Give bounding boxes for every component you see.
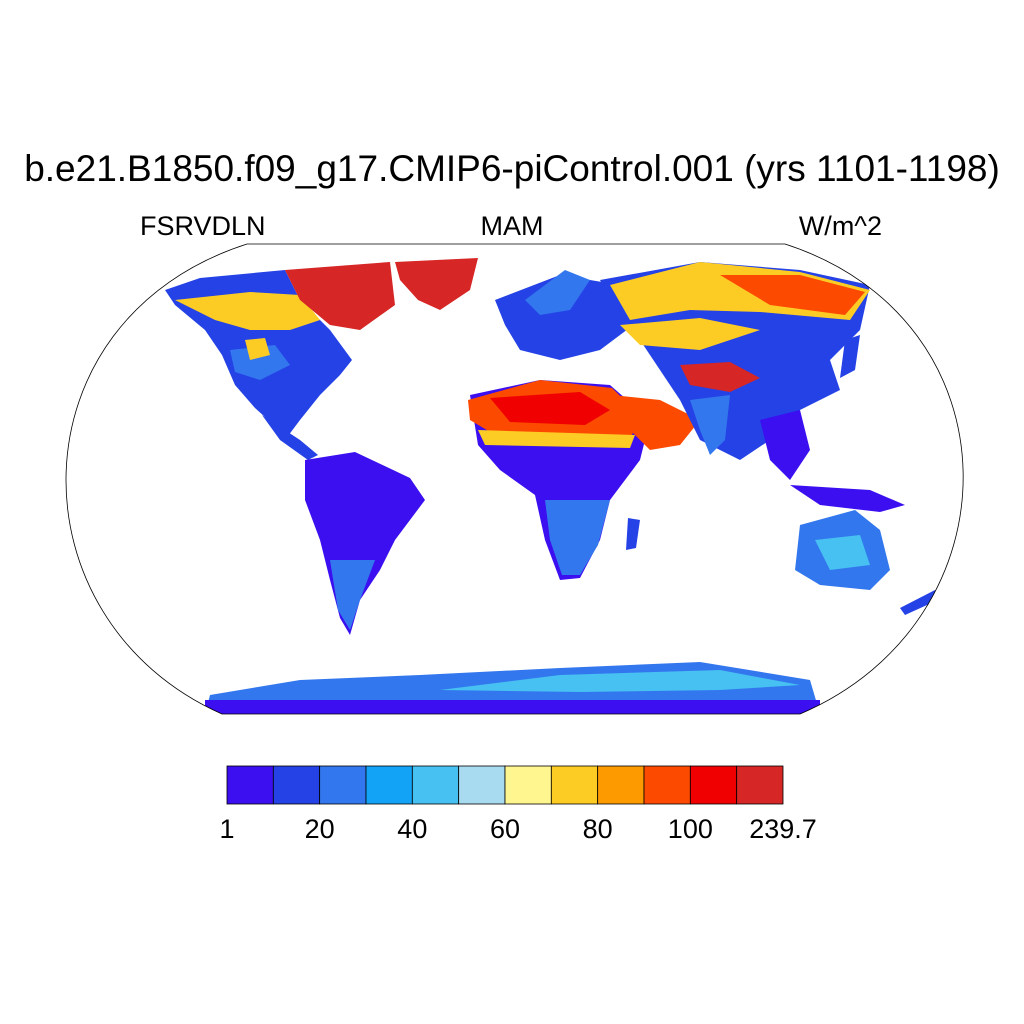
southern-africa <box>545 500 610 575</box>
land-field <box>165 258 938 714</box>
japan <box>840 335 860 378</box>
tibet-plateau <box>680 362 760 392</box>
australia-interior <box>815 535 870 570</box>
us-midwest <box>230 345 290 380</box>
colorbar-swatch <box>458 765 506 805</box>
colorbar-swatch <box>689 765 738 805</box>
greenland-landmass <box>395 258 478 310</box>
canadian-arctic-hot <box>285 262 395 330</box>
colorbar-tick-label: 40 <box>397 814 428 844</box>
south-america-landmass <box>305 452 425 635</box>
indonesia <box>790 485 905 512</box>
siberia-hot <box>720 275 865 315</box>
southeast-asia <box>760 410 810 480</box>
south-america-south <box>330 560 375 630</box>
us-plains-warm <box>245 338 270 360</box>
antarctica-plateau <box>440 670 800 692</box>
colorbar-swatch <box>319 765 367 805</box>
colorbar-tick-label: 60 <box>489 814 521 844</box>
variable-name: FSRVDLN <box>140 211 266 241</box>
colorbar-swatch <box>643 765 691 805</box>
colorbar-swatch <box>365 765 413 805</box>
north-america-warm-band <box>175 292 320 330</box>
colorbar-tick-label: 1 <box>219 814 235 844</box>
scandinavia <box>525 270 590 315</box>
colorbar-swatch <box>411 765 460 805</box>
season-label: MAM <box>480 211 544 241</box>
colorbar-swatch <box>550 765 599 805</box>
map-title: b.e21.B1850.f09_g17.CMIP6-piControl.001 … <box>24 148 1000 189</box>
colorbar <box>226 765 784 805</box>
central-america <box>262 415 318 460</box>
madagascar <box>626 518 640 550</box>
colorbar-swatch <box>597 765 645 805</box>
colorbar-tick-label: 100 <box>667 814 713 844</box>
arabian-peninsula <box>612 395 700 450</box>
sahel-band <box>478 430 635 448</box>
antarctica-coast <box>205 700 820 714</box>
colorbar-swatch <box>736 765 784 805</box>
colorbar-swatch <box>272 765 321 805</box>
central-asia-band <box>620 318 760 350</box>
new-zealand <box>900 590 938 615</box>
units-label: W/m^2 <box>798 211 882 241</box>
colorbar-tick-label: 20 <box>304 814 335 844</box>
colorbar-tick-label: 239.7 <box>749 814 817 844</box>
india-subcontinent <box>690 395 730 455</box>
sahara-core <box>490 392 610 425</box>
colorbar-swatch <box>504 765 552 805</box>
colorbar-swatch <box>226 765 274 805</box>
colorbar-tick-label: 80 <box>582 814 613 844</box>
